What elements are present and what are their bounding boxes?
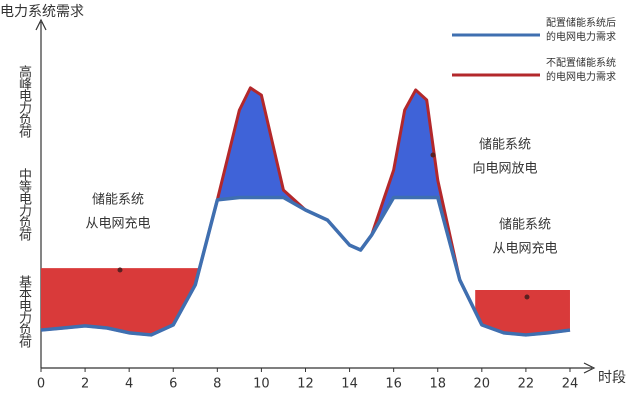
y-axis-title: 电力系统需求: [0, 4, 84, 20]
x-tick-label: 6: [169, 377, 177, 392]
annotation-text: 从电网充电: [85, 216, 150, 232]
x-tick-label: 12: [297, 377, 314, 392]
y-category-label: 基本电力负荷: [16, 275, 31, 347]
annotation-text: 从电网充电: [492, 241, 557, 257]
y-category-label: 中等电力负荷: [16, 168, 31, 240]
x-tick-label: 10: [253, 377, 270, 392]
x-tick-label: 14: [341, 377, 358, 392]
legend-box: 不配置储能系统的电网电力需求: [546, 58, 616, 83]
annotation-dot: [117, 267, 123, 273]
y-arrow: [35, 18, 47, 31]
x-tick-label: 2: [81, 377, 89, 392]
y-category-box: 中等电力负荷: [16, 168, 31, 240]
annotation-dot: [430, 152, 436, 158]
charging-area: [41, 267, 200, 335]
x-tick-label: 16: [385, 377, 402, 392]
x-tick-label: 0: [37, 377, 45, 392]
x-tick-label: 20: [474, 377, 491, 392]
x-tick-label: 8: [213, 377, 221, 392]
annotation-text: 向电网放电: [472, 161, 537, 177]
y-category-box: 基本电力负荷: [16, 275, 31, 347]
annotation-text: 储能系统: [92, 193, 144, 208]
x-tick-label: 22: [518, 377, 535, 392]
charging-area: [475, 290, 570, 335]
legend-label: 配置储能系统后的电网电力需求: [546, 18, 616, 43]
x-tick-label: 24: [562, 377, 579, 392]
series-line: [40, 195, 571, 337]
x-axis-title: 时段: [598, 370, 626, 386]
x-tick-label: 4: [125, 377, 133, 392]
annotation-text: 储能系统: [479, 138, 531, 153]
x-arrow: [583, 362, 596, 374]
y-category-box: 高峰电力负荷: [16, 65, 31, 137]
legend-label: 不配置储能系统的电网电力需求: [546, 58, 616, 83]
legend-box: 配置储能系统后的电网电力需求: [546, 18, 616, 43]
annotation-dot: [524, 294, 530, 300]
y-category-label: 高峰电力负荷: [16, 65, 31, 137]
annotation-text: 储能系统: [499, 218, 551, 233]
x-tick-label: 18: [429, 377, 446, 392]
